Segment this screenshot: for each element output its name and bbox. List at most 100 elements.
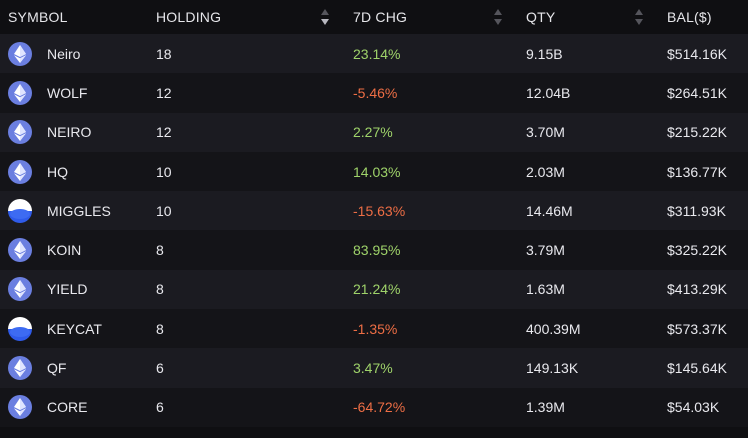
symbol-cell: Neiro bbox=[0, 34, 156, 73]
qty-cell: 12.04B bbox=[526, 73, 667, 112]
header-holding-label: HOLDING bbox=[156, 9, 222, 25]
holding-value: 12 bbox=[156, 84, 172, 101]
qty-value: 1.39M bbox=[526, 399, 565, 416]
holding-value: 8 bbox=[156, 242, 164, 259]
eth-icon bbox=[8, 41, 32, 66]
table-row[interactable]: MIGGLES 10 -15.63% 14.46M $311.93K bbox=[0, 191, 748, 231]
eth-icon bbox=[8, 159, 32, 184]
header-bal-label: BAL($) bbox=[667, 9, 712, 25]
bal-cell: $264.51K bbox=[667, 73, 748, 112]
holding-value: 18 bbox=[156, 45, 172, 62]
symbol-label: CORE bbox=[47, 399, 88, 416]
chg-cell: -15.63% bbox=[353, 191, 526, 230]
qty-cell: 14.46M bbox=[526, 191, 667, 230]
bal-cell: $514.16K bbox=[667, 34, 748, 73]
chg-value: 2.27% bbox=[353, 124, 393, 141]
table-row[interactable]: WOLF 12 -5.46% 12.04B $264.51K bbox=[0, 73, 748, 113]
chg-cell: 83.95% bbox=[353, 230, 526, 269]
bal-value: $514.16K bbox=[667, 45, 727, 62]
table-body: Neiro 18 23.14% 9.15B $514.16K WOLF 12 -… bbox=[0, 34, 748, 427]
qty-value: 3.79M bbox=[526, 242, 565, 259]
bal-cell: $54.03K bbox=[667, 388, 748, 427]
bal-cell: $325.22K bbox=[667, 230, 748, 269]
header-bal[interactable]: BAL($) bbox=[667, 0, 748, 34]
header-chg-label: 7D CHG bbox=[353, 9, 408, 25]
bal-value: $54.03K bbox=[667, 399, 720, 416]
header-holding[interactable]: HOLDING bbox=[156, 0, 353, 34]
holding-cell: 8 bbox=[156, 309, 353, 348]
header-symbol[interactable]: SYMBOL bbox=[0, 0, 156, 34]
qty-value: 400.39M bbox=[526, 320, 581, 337]
bal-cell: $311.93K bbox=[667, 191, 748, 230]
chg-cell: -5.46% bbox=[353, 73, 526, 112]
header-qty[interactable]: QTY bbox=[526, 0, 667, 34]
holding-value: 6 bbox=[156, 360, 164, 377]
table-row[interactable]: KEYCAT 8 -1.35% 400.39M $573.37K bbox=[0, 309, 748, 349]
symbol-cell: KEYCAT bbox=[0, 309, 156, 348]
chg-value: 3.47% bbox=[353, 360, 393, 377]
eth-icon bbox=[8, 120, 32, 145]
table-row[interactable]: Neiro 18 23.14% 9.15B $514.16K bbox=[0, 34, 748, 74]
symbol-label: KOIN bbox=[47, 242, 82, 259]
half-blue-icon bbox=[8, 316, 32, 341]
table-row[interactable]: KOIN 8 83.95% 3.79M $325.22K bbox=[0, 230, 748, 270]
bal-value: $311.93K bbox=[667, 202, 726, 219]
table-row[interactable]: CORE 6 -64.72% 1.39M $54.03K bbox=[0, 387, 748, 427]
chg-cell: 21.24% bbox=[353, 270, 526, 309]
chg-cell: -1.35% bbox=[353, 309, 526, 348]
table-row[interactable]: HQ 10 14.03% 2.03M $136.77K bbox=[0, 151, 748, 192]
symbol-cell: HQ bbox=[0, 152, 156, 191]
eth-icon bbox=[8, 277, 32, 302]
symbol-cell: QF bbox=[0, 348, 156, 387]
holding-value: 8 bbox=[156, 281, 164, 298]
holding-cell: 10 bbox=[156, 152, 353, 191]
holding-value: 8 bbox=[156, 320, 164, 337]
header-qty-label: QTY bbox=[526, 9, 556, 25]
holding-cell: 10 bbox=[156, 191, 353, 230]
qty-cell: 3.70M bbox=[526, 113, 667, 152]
chg-value: -15.63% bbox=[353, 202, 406, 219]
holding-cell: 8 bbox=[156, 230, 353, 269]
qty-cell: 400.39M bbox=[526, 309, 667, 348]
qty-cell: 1.39M bbox=[526, 388, 667, 427]
holding-cell: 18 bbox=[156, 34, 353, 73]
bal-value: $573.37K bbox=[667, 320, 727, 337]
qty-value: 3.70M bbox=[526, 124, 565, 141]
table-row[interactable]: NEIRO 12 2.27% 3.70M $215.22K bbox=[0, 112, 748, 152]
sort-icon[interactable] bbox=[494, 9, 502, 25]
qty-cell: 9.15B bbox=[526, 34, 667, 73]
header-symbol-label: SYMBOL bbox=[8, 9, 68, 25]
table-row[interactable]: YIELD 8 21.24% 1.63M $413.29K bbox=[0, 269, 748, 310]
holding-cell: 12 bbox=[156, 113, 353, 152]
symbol-cell: KOIN bbox=[0, 230, 156, 269]
qty-value: 2.03M bbox=[526, 163, 565, 180]
chg-value: -64.72% bbox=[353, 399, 406, 416]
symbol-label: NEIRO bbox=[47, 124, 92, 141]
qty-cell: 1.63M bbox=[526, 270, 667, 309]
bal-value: $264.51K bbox=[667, 84, 727, 101]
qty-cell: 2.03M bbox=[526, 152, 667, 191]
bal-value: $145.64K bbox=[667, 360, 727, 377]
holding-cell: 8 bbox=[156, 270, 353, 309]
qty-value: 12.04B bbox=[526, 84, 571, 101]
chg-value: 83.95% bbox=[353, 242, 401, 259]
bal-cell: $573.37K bbox=[667, 309, 748, 348]
symbol-cell: NEIRO bbox=[0, 113, 156, 152]
sort-icon[interactable] bbox=[635, 9, 643, 25]
table-row[interactable]: QF 6 3.47% 149.13K $145.64K bbox=[0, 348, 748, 388]
chg-cell: 2.27% bbox=[353, 113, 526, 152]
table-header: SYMBOL HOLDING 7D CHG QTY BAL($) bbox=[0, 0, 748, 34]
holding-cell: 6 bbox=[156, 348, 353, 387]
holding-cell: 6 bbox=[156, 388, 353, 427]
bal-value: $413.29K bbox=[667, 281, 727, 298]
sort-icon[interactable] bbox=[321, 9, 329, 25]
bal-cell: $215.22K bbox=[667, 113, 748, 152]
eth-icon bbox=[8, 356, 32, 381]
bal-cell: $136.77K bbox=[667, 152, 748, 191]
symbol-cell: CORE bbox=[0, 388, 156, 427]
symbol-label: QF bbox=[47, 360, 67, 377]
qty-cell: 149.13K bbox=[526, 348, 667, 387]
symbol-label: WOLF bbox=[47, 84, 88, 101]
header-7d-chg[interactable]: 7D CHG bbox=[353, 0, 526, 34]
chg-cell: 3.47% bbox=[353, 348, 526, 387]
